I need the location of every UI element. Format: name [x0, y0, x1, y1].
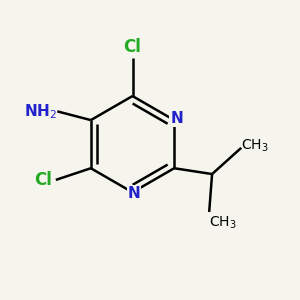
Text: CH$_3$: CH$_3$	[242, 137, 269, 154]
Text: N: N	[170, 111, 183, 126]
Text: N: N	[128, 186, 140, 201]
Text: NH$_2$: NH$_2$	[24, 102, 57, 121]
Text: Cl: Cl	[124, 38, 141, 56]
Text: CH$_3$: CH$_3$	[209, 215, 237, 231]
Text: Cl: Cl	[34, 171, 52, 189]
